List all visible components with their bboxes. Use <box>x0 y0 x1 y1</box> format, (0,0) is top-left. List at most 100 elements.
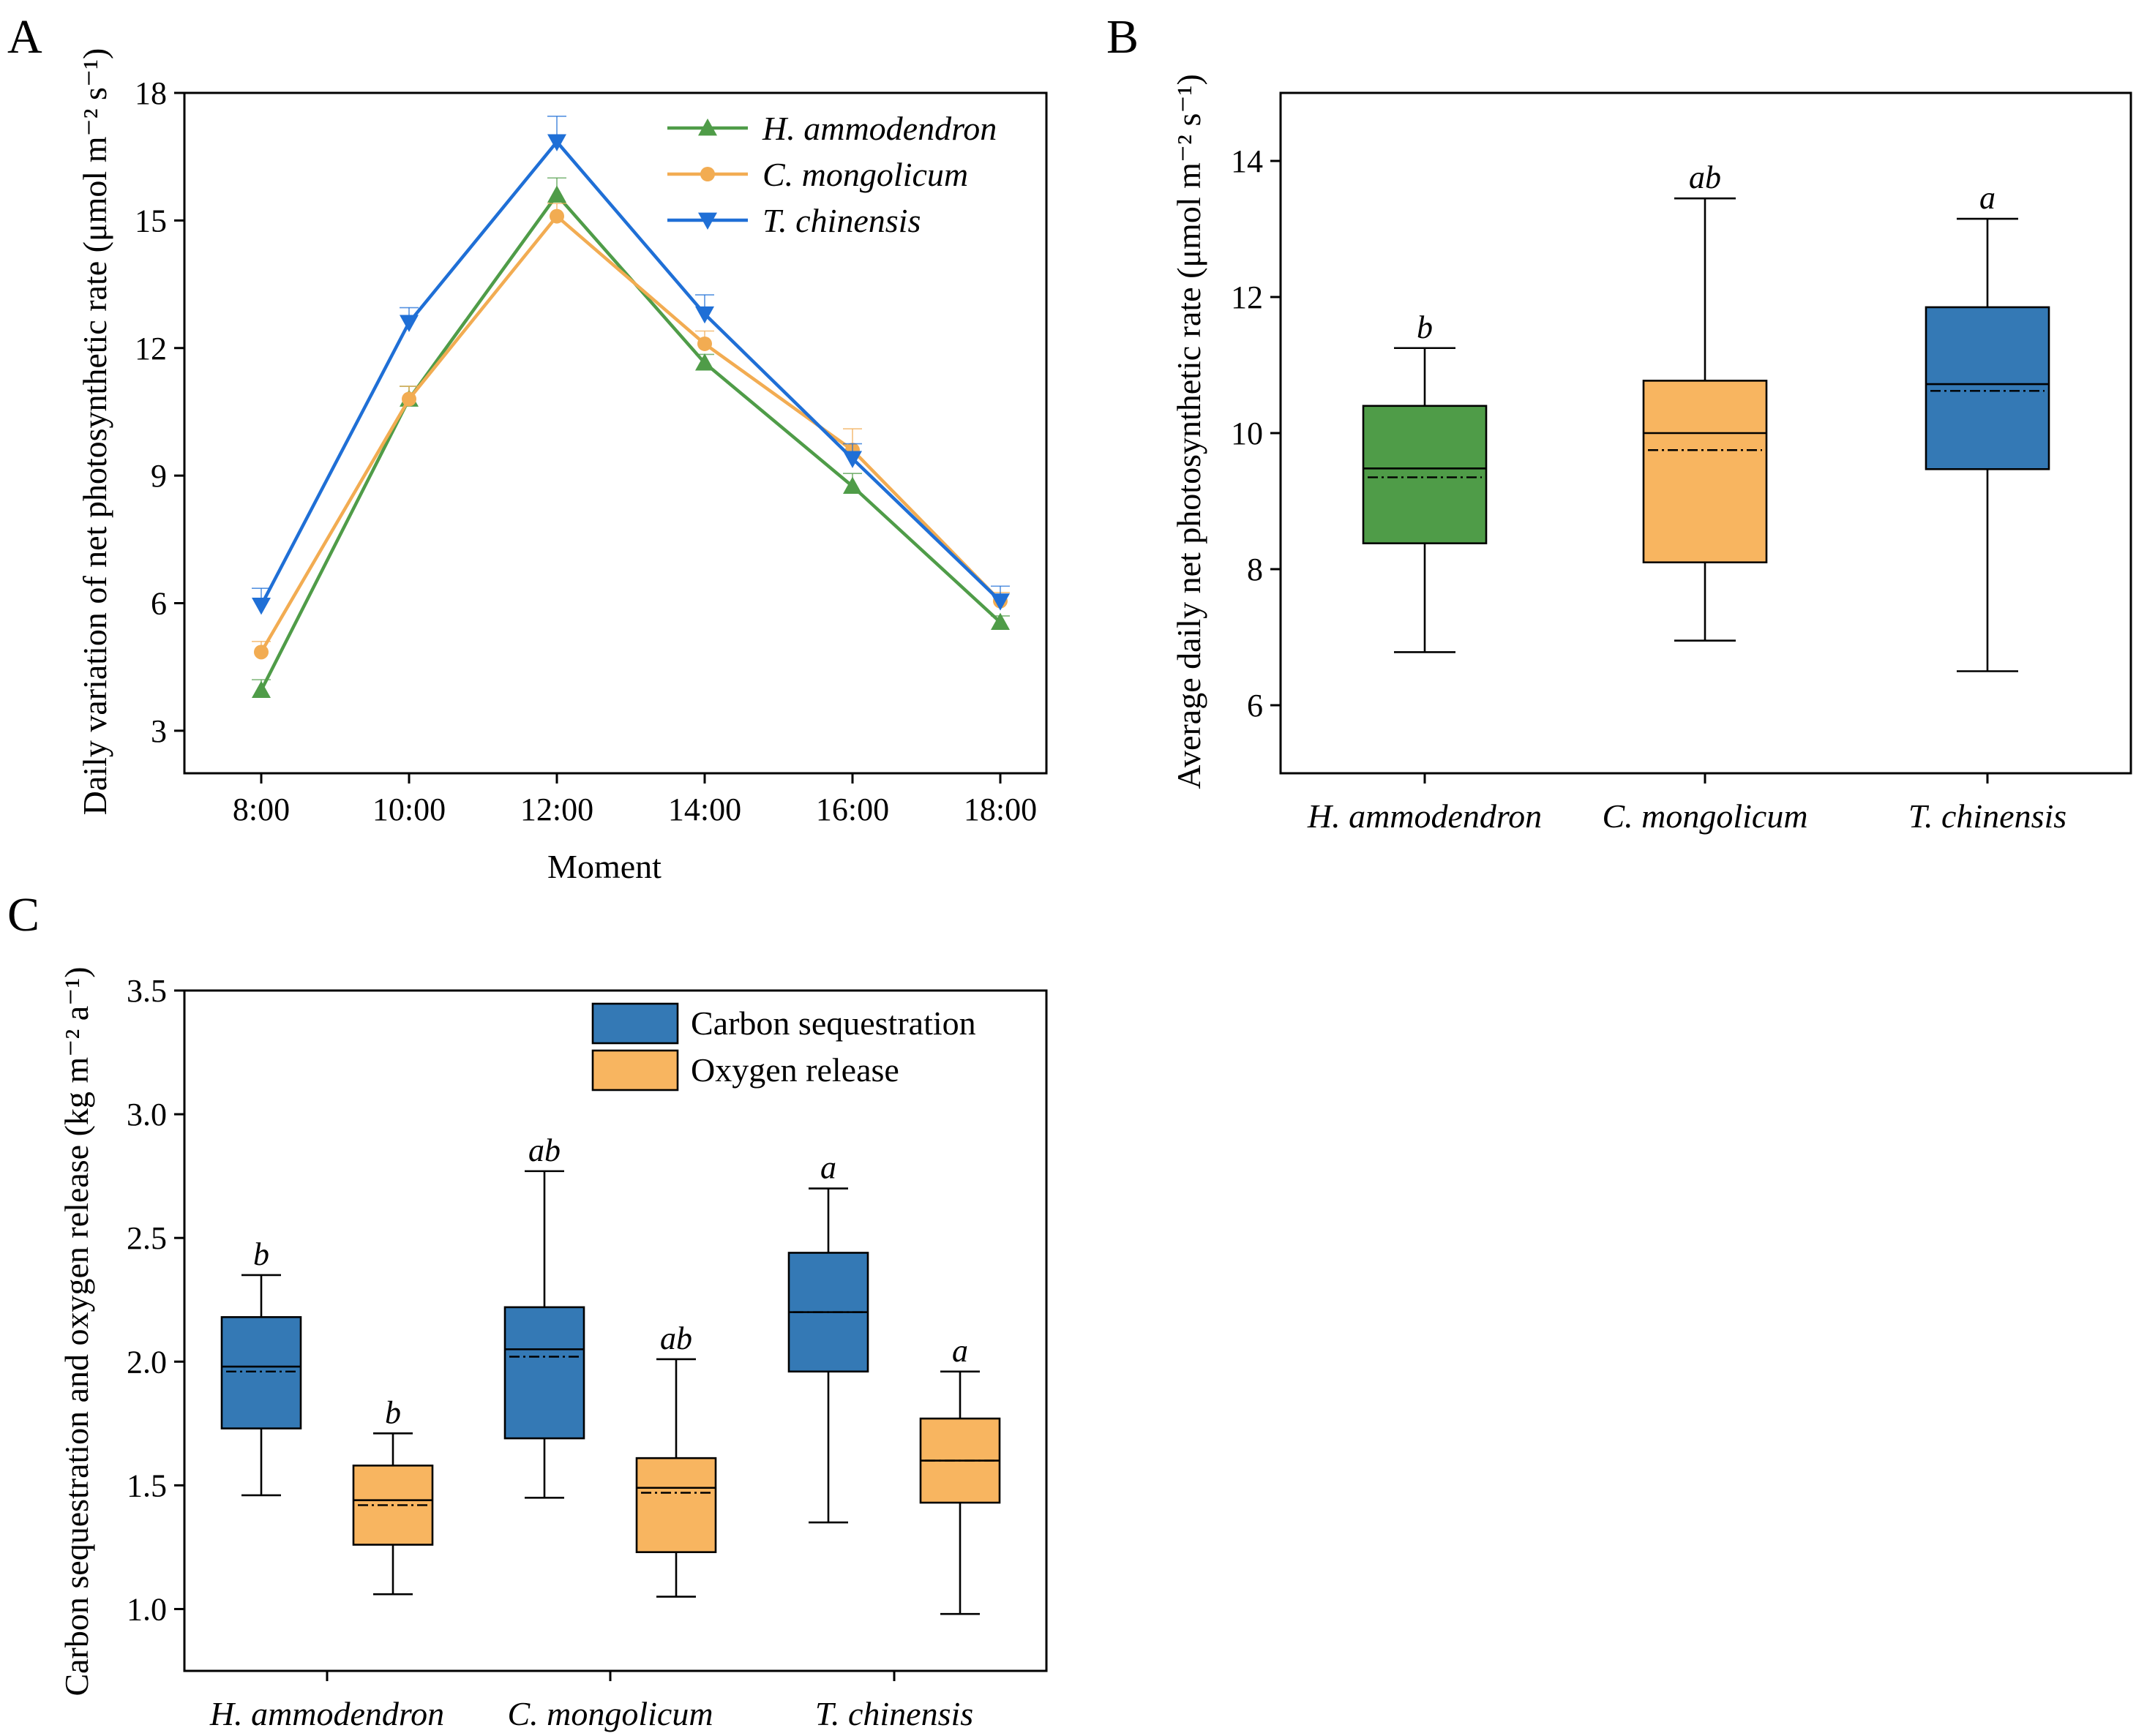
c-legend-label-1: Oxygen release <box>691 1051 899 1089</box>
a-ytick-label-4: 15 <box>135 203 167 238</box>
panel-b-x-ticks: H. ammodendron C. mongolicum T. chinensis <box>1307 773 2066 835</box>
panel-a-frame <box>183 91 1048 775</box>
a-xtick-label-4: 16:00 <box>816 792 889 827</box>
a-xtick-label-0: 8:00 <box>233 792 290 827</box>
a-ytick-label-2: 9 <box>151 458 167 494</box>
c-ytick-label-4: 3.0 <box>127 1097 167 1132</box>
a-t-chinensis-line <box>260 139 1002 606</box>
a-t-chinensis-point-0 <box>252 598 271 615</box>
a-h-ammodendron-point-2 <box>547 185 566 203</box>
c-ytick-label-1: 1.5 <box>127 1468 167 1503</box>
a-xtick-label-5: 18:00 <box>964 792 1037 827</box>
a-t-chinensis-point-4 <box>843 451 862 468</box>
b-ytick-label-3: 12 <box>1231 279 1263 315</box>
a-xtick-label-3: 14:00 <box>668 792 741 827</box>
a-series-h-ammodendron <box>252 177 1010 699</box>
panel-a-x-label: Moment <box>547 848 662 885</box>
panel-a-legend: H. ammodendron C. mongolicum T. chinensis <box>667 110 997 239</box>
a-legend-label-t-chinensis: T. chinensis <box>762 202 921 239</box>
c-box-0-2: a <box>787 1150 869 1524</box>
panel-a-y-label: Daily variation of net photosynthetic ra… <box>76 48 113 816</box>
c-box-1-0: b <box>352 1394 434 1596</box>
a-t-chinensis-point-3 <box>695 306 714 324</box>
c-box-0-1: ab <box>503 1132 585 1499</box>
b-ytick-label-1: 8 <box>1247 552 1263 587</box>
b-box-0: b <box>1362 309 1488 653</box>
a-ytick-label-0: 3 <box>151 713 167 749</box>
panel-letter-b: B <box>1106 10 1139 64</box>
c-ytick-label-0: 1.0 <box>127 1591 167 1627</box>
c-legend-swatch-1 <box>591 1049 679 1091</box>
b-box-0-iqr <box>1362 405 1488 544</box>
a-legend-label-c-mongolicum: C. mongolicum <box>762 156 968 193</box>
panel-c-y-ticks: 1.0 1.5 2.0 2.5 3.0 3.5 <box>127 973 184 1627</box>
a-t-chinensis-point-2 <box>547 134 566 151</box>
a-xtick-label-2: 12:00 <box>520 792 593 827</box>
panel-b-box-chart: 6 8 10 12 14 b ab a H. ammodendron C. mongolicu… <box>1170 74 2132 835</box>
panel-letter-c: C <box>7 888 40 942</box>
a-legend-label-h-ammodendron: H. ammodendron <box>762 110 997 147</box>
a-legend-marker-h-ammodendron <box>698 119 717 136</box>
a-legend-marker-t-chinensis <box>698 212 717 230</box>
c-box-1-2-significance: a <box>952 1333 968 1369</box>
panel-a-y-ticks: 3 6 9 12 15 18 <box>135 75 184 749</box>
c-ytick-label-5: 3.5 <box>127 973 167 1009</box>
a-ytick-label-1: 6 <box>151 586 167 622</box>
a-c-mongolicum-point-3 <box>697 336 712 351</box>
panel-b-y-label: Average daily net photosynthetic rate (μ… <box>1170 74 1207 789</box>
c-box-0-0: b <box>220 1236 302 1497</box>
a-series-t-chinensis <box>252 116 1010 615</box>
c-legend-label-0: Carbon sequestration <box>691 1004 976 1042</box>
b-ytick-label-0: 6 <box>1247 688 1263 724</box>
a-ytick-label-3: 12 <box>135 331 167 367</box>
b-ytick-label-2: 10 <box>1231 416 1263 451</box>
a-h-ammodendron-point-0 <box>252 680 271 699</box>
c-xtick-label-2: T. chinensis <box>815 1695 973 1732</box>
a-c-mongolicum-line <box>260 214 1002 653</box>
a-t-chinensis-point-1 <box>400 315 419 332</box>
b-box-0-significance: b <box>1417 309 1433 345</box>
a-h-ammodendron-point-5 <box>991 612 1010 631</box>
c-box-0-1-significance: ab <box>528 1132 561 1168</box>
c-box-0-2-significance: a <box>820 1150 836 1186</box>
panel-c-legend: Carbon sequestration Oxygen release <box>591 1002 976 1091</box>
panel-c-y-label: Carbon sequestration and oxygen release … <box>58 966 95 1696</box>
c-box-1-1-iqr <box>635 1457 717 1553</box>
c-box-0-1-iqr <box>503 1306 585 1440</box>
b-box-1-iqr <box>1642 380 1768 564</box>
a-c-mongolicum-point-0 <box>254 645 269 660</box>
a-c-mongolicum-point-1 <box>402 391 416 407</box>
c-legend-swatch-0 <box>591 1002 679 1045</box>
c-box-1-1: ab <box>635 1320 717 1598</box>
c-ytick-label-3: 2.5 <box>127 1220 167 1256</box>
a-ytick-label-5: 18 <box>135 75 167 111</box>
c-box-0-0-significance: b <box>253 1236 269 1272</box>
a-legend-marker-c-mongolicum <box>700 167 715 181</box>
c-box-1-0-significance: b <box>385 1394 401 1430</box>
a-series-c-mongolicum <box>252 203 1010 660</box>
a-h-ammodendron-point-3 <box>695 353 714 371</box>
panel-letter-a: A <box>7 10 42 64</box>
b-box-1-significance: ab <box>1689 159 1721 195</box>
c-box-1-1-significance: ab <box>660 1320 692 1356</box>
b-ytick-label-4: 14 <box>1231 143 1263 179</box>
b-box-2-iqr <box>1925 306 2050 470</box>
c-box-1-2: a <box>919 1333 1001 1615</box>
c-box-0-0-iqr <box>220 1316 302 1429</box>
a-t-chinensis-point-5 <box>991 593 1010 611</box>
panel-b-boxes: b ab a <box>1362 159 2050 672</box>
b-box-2: a <box>1925 180 2050 672</box>
panel-a-series <box>252 116 1010 699</box>
c-ytick-label-2: 2.0 <box>127 1344 167 1380</box>
b-xtick-label-0: H. ammodendron <box>1307 797 1542 835</box>
b-xtick-label-1: C. mongolicum <box>1602 797 1807 835</box>
a-c-mongolicum-point-2 <box>550 208 564 224</box>
b-xtick-label-2: T. chinensis <box>1908 797 2066 835</box>
b-box-1: ab <box>1642 159 1768 642</box>
panel-b-y-ticks: 6 8 10 12 14 <box>1231 143 1281 724</box>
panel-c-x-ticks: H. ammodendron C. mongolicum T. chinensis <box>209 1671 973 1732</box>
b-box-2-significance: a <box>1979 180 1996 216</box>
